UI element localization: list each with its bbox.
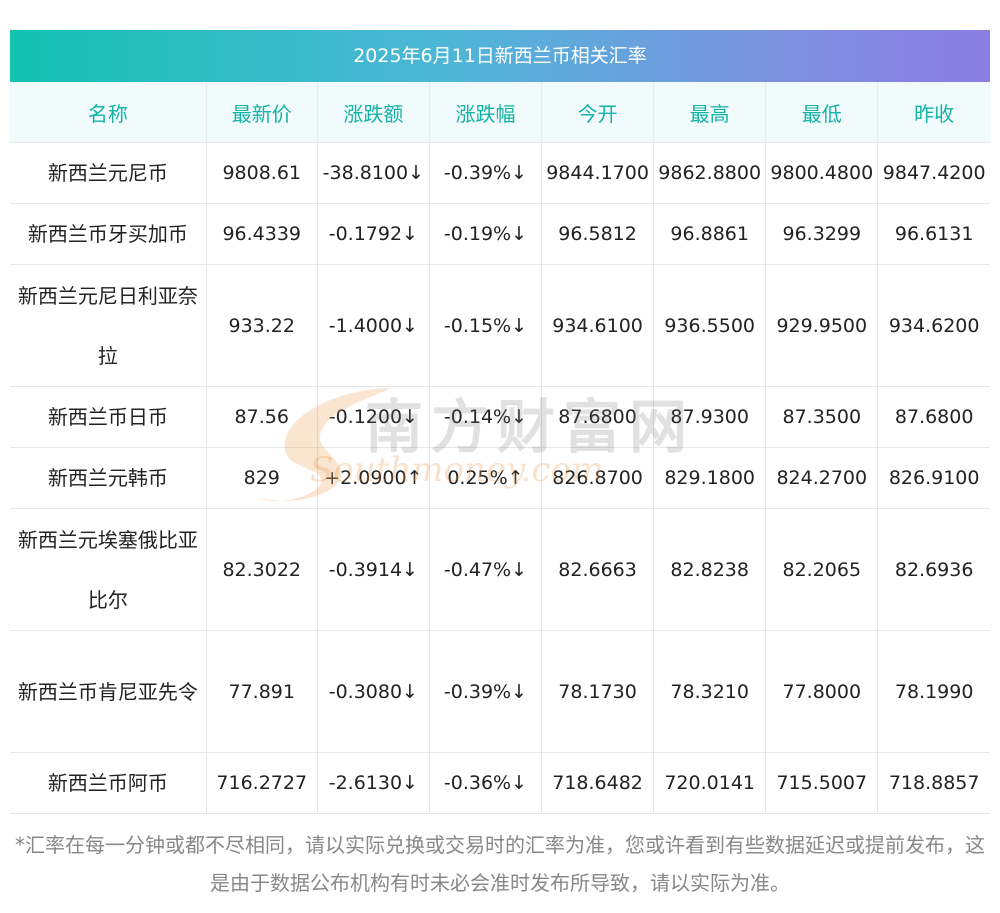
table-row: 新西兰元尼币 9808.61 -38.8100↓ -0.39%↓ 9844.1700 98…	[10, 142, 990, 204]
cell-high: 936.5500	[653, 264, 767, 387]
table-row: 新西兰币日币 87.56 -0.1200↓ -0.14%↓ 87.6800 87.9300…	[10, 386, 990, 448]
column-header: 今开	[541, 82, 655, 143]
cell-change: -0.1200↓	[317, 386, 430, 448]
cell-prev: 934.6200	[877, 264, 990, 387]
cell-prev: 87.6800	[877, 386, 990, 448]
cell-high: 720.0141	[653, 752, 767, 814]
currency-pair-name: 新西兰币牙买加币	[10, 203, 207, 265]
cell-prev: 718.8857	[877, 752, 990, 814]
disclaimer-note: *汇率在每一分钟或都不尽相同，请以实际兑换或交易时的汇率为准，您或许看到有些数据…	[15, 833, 985, 895]
cell-change: -0.3080↓	[317, 630, 430, 753]
cell-latest: 87.56	[206, 386, 318, 448]
cell-latest: 82.3022	[206, 508, 318, 631]
column-header: 昨收	[877, 82, 990, 143]
cell-pct: -0.47%↓	[429, 508, 543, 631]
cell-low: 929.9500	[765, 264, 879, 387]
cell-pct: 0.25%↑	[429, 447, 543, 509]
column-header: 最低	[765, 82, 879, 143]
table-header-row: 名称 最新价 涨跌额 涨跌幅 今开 最高 最低 昨收	[10, 82, 990, 143]
cell-change: -0.3914↓	[317, 508, 430, 631]
table-row: 新西兰币阿币 716.2727 -2.6130↓ -0.36%↓ 718.6482 720…	[10, 752, 990, 814]
cell-high: 87.9300	[653, 386, 767, 448]
cell-high: 82.8238	[653, 508, 767, 631]
cell-low: 96.3299	[765, 203, 879, 265]
cell-latest: 716.2727	[206, 752, 318, 814]
cell-change: -38.8100↓	[317, 142, 430, 204]
cell-low: 87.3500	[765, 386, 879, 448]
cell-latest: 96.4339	[206, 203, 318, 265]
cell-prev: 78.1990	[877, 630, 990, 753]
cell-open: 826.8700	[541, 447, 655, 509]
cell-pct: -0.36%↓	[429, 752, 543, 814]
cell-pct: -0.39%↓	[429, 630, 543, 753]
column-header: 最高	[653, 82, 767, 143]
currency-pair-name: 新西兰元埃塞俄比亚比尔	[10, 508, 207, 631]
cell-high: 829.1800	[653, 447, 767, 509]
cell-high: 9862.8800	[653, 142, 767, 204]
column-header: 最新价	[206, 82, 318, 143]
currency-pair-name: 新西兰元韩币	[10, 447, 207, 509]
exchange-rate-table: 名称 最新价 涨跌额 涨跌幅 今开 最高 最低 昨收 新西兰元尼币 9808.61…	[10, 82, 990, 814]
cell-open: 96.5812	[541, 203, 655, 265]
cell-low: 715.5007	[765, 752, 879, 814]
column-header: 涨跌额	[317, 82, 430, 143]
cell-low: 824.2700	[765, 447, 879, 509]
table-row: 新西兰元韩币 829 +2.0900↑ 0.25%↑ 826.8700 829.1800 8…	[10, 447, 990, 509]
cell-open: 718.6482	[541, 752, 655, 814]
cell-low: 9800.4800	[765, 142, 879, 204]
cell-pct: -0.15%↓	[429, 264, 543, 387]
currency-pair-name: 新西兰币阿币	[10, 752, 207, 814]
cell-latest: 829	[206, 447, 318, 509]
cell-prev: 96.6131	[877, 203, 990, 265]
cell-open: 9844.1700	[541, 142, 655, 204]
currency-pair-name: 新西兰元尼日利亚奈拉	[10, 264, 207, 387]
table-row: 新西兰元尼日利亚奈拉 933.22 -1.4000↓ -0.15%↓ 934.6100 9…	[10, 264, 990, 387]
cell-change: +2.0900↑	[317, 447, 430, 509]
cell-latest: 9808.61	[206, 142, 318, 204]
cell-latest: 77.891	[206, 630, 318, 753]
cell-open: 82.6663	[541, 508, 655, 631]
cell-change: -1.4000↓	[317, 264, 430, 387]
cell-change: -0.1792↓	[317, 203, 430, 265]
currency-pair-name: 新西兰元尼币	[10, 142, 207, 204]
cell-open: 934.6100	[541, 264, 655, 387]
cell-prev: 82.6936	[877, 508, 990, 631]
cell-pct: -0.19%↓	[429, 203, 543, 265]
table-row: 新西兰元埃塞俄比亚比尔 82.3022 -0.3914↓ -0.47%↓ 82.6663…	[10, 508, 990, 631]
cell-open: 87.6800	[541, 386, 655, 448]
currency-pair-name: 新西兰币日币	[10, 386, 207, 448]
cell-high: 96.8861	[653, 203, 767, 265]
cell-open: 78.1730	[541, 630, 655, 753]
table-row: 新西兰币牙买加币 96.4339 -0.1792↓ -0.19%↓ 96.5812 96.…	[10, 203, 990, 265]
cell-prev: 826.9100	[877, 447, 990, 509]
table-row: 新西兰币肯尼亚先令 77.891 -0.3080↓ -0.39%↓ 78.1730 78.…	[10, 630, 990, 753]
cell-low: 77.8000	[765, 630, 879, 753]
cell-latest: 933.22	[206, 264, 318, 387]
page-title: 2025年6月11日新西兰币相关汇率	[10, 30, 990, 82]
cell-high: 78.3210	[653, 630, 767, 753]
column-header: 涨跌幅	[429, 82, 543, 143]
currency-pair-name: 新西兰币肯尼亚先令	[10, 630, 207, 753]
column-header: 名称	[10, 82, 207, 143]
cell-change: -2.6130↓	[317, 752, 430, 814]
cell-pct: -0.14%↓	[429, 386, 543, 448]
cell-low: 82.2065	[765, 508, 879, 631]
cell-pct: -0.39%↓	[429, 142, 543, 204]
cell-prev: 9847.4200	[877, 142, 990, 204]
